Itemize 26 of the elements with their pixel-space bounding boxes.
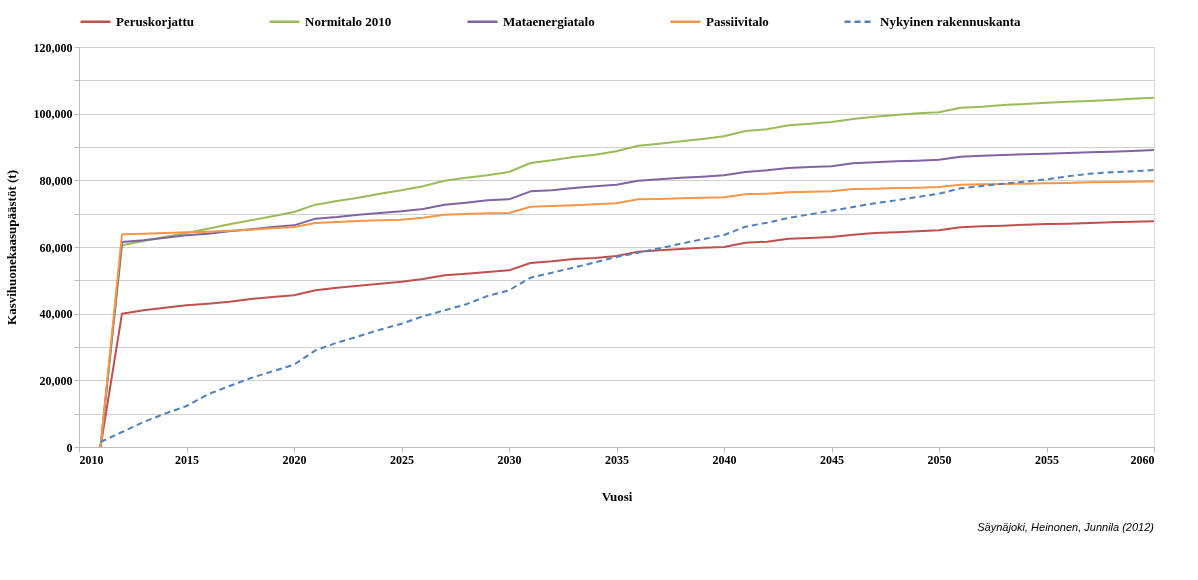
y-tick-label: 20,000 <box>39 373 73 388</box>
x-tick-label: 2050 <box>927 452 952 467</box>
x-tick-label: 2040 <box>712 452 737 467</box>
legend-label: Normitalo 2010 <box>305 13 392 29</box>
x-tick-label: 2055 <box>1035 452 1059 467</box>
legend-label: Passiivitalo <box>706 13 769 29</box>
x-axis-title: Vuosi <box>601 488 633 504</box>
y-tick-label: 120,000 <box>33 40 73 55</box>
legend-label: Nykyinen rakennuskanta <box>880 13 1022 29</box>
y-tick-label: 0 <box>66 440 73 455</box>
x-tick-label: 2025 <box>390 452 414 467</box>
y-tick-label: 100,000 <box>33 107 73 122</box>
legend-label: Peruskorjattu <box>116 13 194 29</box>
x-tick-label: 2010 <box>79 452 104 467</box>
y-tick-label: 80,000 <box>39 173 73 188</box>
x-tick-label: 2045 <box>820 452 844 467</box>
text: Säynäjoki, Heinonen, Junnila (2012) <box>977 521 1155 533</box>
x-tick-label: 2060 <box>1130 452 1155 467</box>
x-tick-label: 2030 <box>497 452 522 467</box>
y-axis-title: Kasvihuonekaasupäästöt (t) <box>3 170 19 325</box>
y-tick-label: 40,000 <box>39 307 73 322</box>
x-tick-label: 2015 <box>175 452 199 467</box>
y-tick-label: 60,000 <box>39 240 73 255</box>
x-tick-label: 2020 <box>282 452 307 467</box>
x-tick-label: 2035 <box>605 452 629 467</box>
legend-label: Mataenergiatalo <box>503 13 595 29</box>
